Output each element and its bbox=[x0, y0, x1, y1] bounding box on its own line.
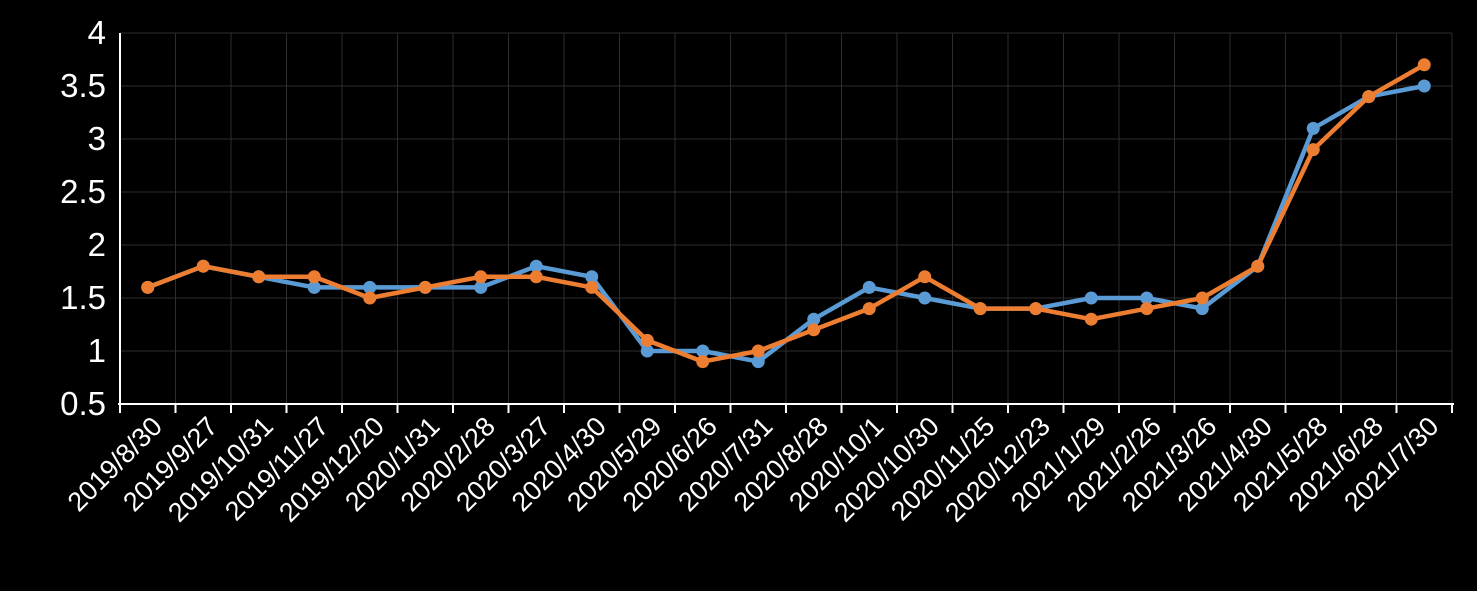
series-orange-marker bbox=[529, 270, 543, 284]
y-axis-tick-label: 3.5 bbox=[60, 67, 106, 104]
series-blue-marker bbox=[307, 280, 321, 294]
series-orange-marker bbox=[474, 270, 488, 284]
series-blue-marker bbox=[918, 291, 932, 305]
series-orange-marker bbox=[973, 302, 987, 316]
series-orange-marker bbox=[585, 280, 599, 294]
y-axis-tick-label: 3 bbox=[88, 120, 106, 157]
y-axis-tick-label: 2.5 bbox=[60, 173, 106, 210]
series-orange-marker bbox=[252, 270, 266, 284]
series-blue-marker bbox=[529, 259, 543, 273]
series-orange-marker bbox=[363, 291, 377, 305]
series-blue-marker bbox=[585, 270, 599, 284]
series-blue-marker bbox=[640, 344, 654, 358]
series-orange-marker bbox=[1251, 259, 1265, 273]
series-orange-marker bbox=[1417, 58, 1431, 72]
series-orange-marker bbox=[807, 323, 821, 337]
series-orange-marker bbox=[918, 270, 932, 284]
series-blue-marker bbox=[1306, 121, 1320, 135]
series-blue-marker bbox=[696, 344, 710, 358]
series-orange-marker bbox=[1029, 302, 1043, 316]
series-orange-marker bbox=[1084, 312, 1098, 326]
series-orange-marker bbox=[862, 302, 876, 316]
series-orange-marker bbox=[1306, 143, 1320, 157]
series-orange-marker bbox=[418, 280, 432, 294]
series-orange-marker bbox=[141, 280, 155, 294]
series-orange-marker bbox=[696, 355, 710, 369]
series-orange-marker bbox=[640, 333, 654, 347]
series-orange-line bbox=[145, 62, 1427, 364]
series-orange-marker bbox=[196, 259, 210, 273]
series-blue-marker bbox=[862, 280, 876, 294]
series-blue-marker bbox=[474, 280, 488, 294]
y-axis-tick-label: 1 bbox=[88, 332, 106, 369]
series-orange-marker bbox=[1195, 291, 1209, 305]
y-axis-tick-label: 4 bbox=[88, 14, 106, 51]
y-axis-tick-label: 2 bbox=[88, 226, 106, 263]
series-blue-marker bbox=[1084, 291, 1098, 305]
series-blue-marker bbox=[807, 312, 821, 326]
series-orange-marker bbox=[1362, 90, 1376, 104]
series-orange-marker bbox=[751, 344, 765, 358]
series-blue-marker bbox=[1417, 79, 1431, 93]
series-blue-marker bbox=[1140, 291, 1154, 305]
y-axis-tick-label: 1.5 bbox=[60, 279, 106, 316]
series-orange-marker bbox=[1140, 302, 1154, 316]
series-blue-marker bbox=[751, 355, 765, 369]
series-blue-marker bbox=[1195, 302, 1209, 316]
series-orange-marker bbox=[307, 270, 321, 284]
y-axis-tick-label: 0.5 bbox=[60, 385, 106, 422]
series-blue-marker bbox=[363, 280, 377, 294]
